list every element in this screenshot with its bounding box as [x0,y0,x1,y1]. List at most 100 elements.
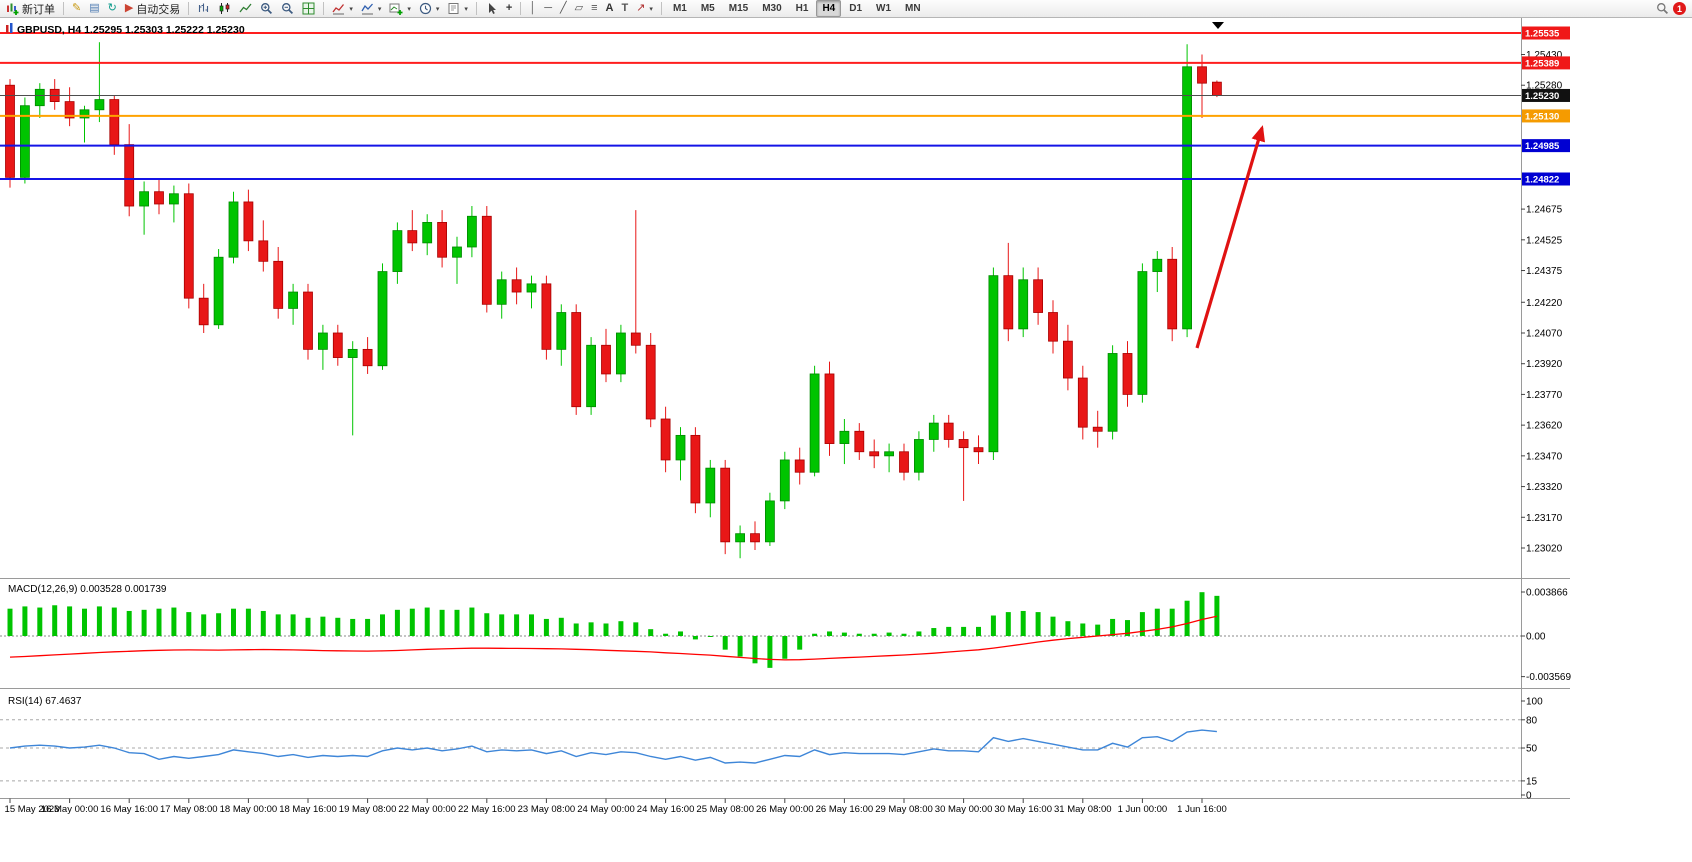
macd-histogram-bar [841,632,847,636]
timeframe-button-m1[interactable]: M1 [672,3,687,14]
candle-body [1137,271,1148,395]
candle-body [1033,279,1043,313]
price-badge-label: 1.24822 [1525,175,1559,186]
auto-trading-button[interactable]: ▶ 自动交易 [122,1,183,17]
price-badge-label: 1.25130 [1525,111,1559,122]
candle-body [973,447,984,453]
candle-body [1077,377,1088,428]
candle-body [303,291,313,350]
chart-title: GBPUSD, H4 1.25295 1.25303 1.25222 1.252… [6,23,245,36]
notification-badge[interactable]: 1 [1673,2,1686,15]
price-tick-label: 1.23920 [1526,359,1563,370]
label-tool-button[interactable]: T [618,1,631,17]
period-button[interactable]: ▾ [416,1,443,17]
chevron-down-icon: ▾ [464,5,468,13]
timeframe-button-h1[interactable]: H1 [795,3,809,14]
fibonacci-tool-button[interactable]: ≡ [588,1,600,17]
price-tick-label: 1.23620 [1526,421,1563,432]
macd-histogram-bar [216,613,222,636]
timeframe-button-m5[interactable]: M5 [700,3,715,14]
date-label: 26 May 16:00 [816,804,874,815]
indicator-list-button[interactable]: ▾ [358,1,385,17]
arrows-tool-button[interactable]: ↗ ▾ [633,1,656,17]
macd-histogram-bar [156,608,162,636]
timeframe-button-d1[interactable]: D1 [849,3,863,14]
candle-body [273,260,284,309]
candlestick-chart-button[interactable] [215,1,234,17]
date-label: 1 Jun 16:00 [1177,804,1227,815]
tile-windows-button[interactable] [299,1,318,17]
candle-body [958,439,969,449]
candle-body [720,467,731,543]
refresh-button[interactable]: ↻ [105,1,120,17]
new-chart-button[interactable]: ▾ [386,1,414,17]
candle-body [452,246,462,258]
vertical-line-tool-button[interactable]: │ [526,1,539,17]
timeframe-button-m15[interactable]: M15 [728,3,749,14]
trendline-tool-button[interactable]: ╱ [557,1,570,17]
market-watch-button[interactable]: ▤ [86,1,102,17]
macd-histogram-bar [350,618,356,636]
new-order-button[interactable]: 新订单 [3,1,58,17]
cursor-button[interactable] [482,1,501,17]
candle-body [288,291,299,309]
metaeditor-button[interactable]: ✎ [69,1,84,17]
candle-body [571,312,582,408]
date-label: 24 May 00:00 [577,804,635,815]
channel-tool-button[interactable]: ▱ [572,1,586,17]
search-button[interactable] [1653,1,1672,17]
macd-histogram-bar [1184,600,1190,636]
candle-body [347,348,358,358]
rsi-axis-label: 0 [1526,791,1532,802]
macd-histogram-bar [409,608,415,636]
timeframe-button-h4[interactable]: H4 [816,0,842,17]
macd-histogram-bar [812,633,818,636]
horizontal-line-tool-button[interactable]: ─ [541,1,555,17]
trendline-icon: ╱ [560,2,567,14]
candle-body [705,467,716,504]
macd-histogram-bar [1035,612,1041,636]
macd-histogram-bar [52,605,58,636]
bar-chart-button[interactable] [194,1,213,17]
macd-label: MACD(12,26,9) 0.003528 0.001739 [8,584,167,595]
macd-signal-line [9,615,1218,661]
trend-arrow[interactable] [1195,125,1266,349]
zoom-out-button[interactable] [278,1,297,17]
line-chart-button[interactable] [236,1,255,17]
timeframe-button-m30[interactable]: M30 [762,3,782,14]
price-axis[interactable]: 1.25430 1.25280 1.24675 1.24525 1.24375 1.242… [1521,50,1563,555]
price-tick-label: 1.25430 [1526,50,1563,61]
crosshair-button[interactable]: + [503,1,515,17]
toolbar-separator [188,2,190,15]
candlestick-chart-icon [219,3,230,14]
zoom-in-button[interactable] [257,1,276,17]
price-badge [1522,88,1570,102]
auto-trading-icon: ▶ [124,2,134,14]
template-button[interactable]: ▾ [444,1,471,17]
candle-body [124,144,135,207]
candle-body [690,434,701,504]
macd-histogram-bar [245,608,251,636]
macd-histogram-bar [514,614,520,636]
candle-body [884,451,894,457]
timeframe-button-mn[interactable]: MN [905,3,921,14]
candle-body [377,271,388,367]
macd-histogram-bar [1125,620,1130,636]
indicators-button[interactable]: ▾ [329,1,356,17]
candle-body [228,201,239,258]
timeframe-button-w1[interactable]: W1 [876,3,892,14]
macd-histogram-bar [1169,608,1175,636]
macd-histogram-bar [976,626,981,636]
line-chart-icon [239,3,252,13]
chart-shift-marker[interactable] [1212,22,1224,29]
candle-body [660,418,671,461]
macd-histogram-bar [827,631,832,636]
fibonacci-icon: ≡ [591,2,598,14]
rsi-axis-label: 100 [1526,697,1543,708]
candle-body [869,451,880,457]
price-tick-label: 1.23470 [1526,451,1563,462]
candle-body [601,344,611,375]
text-tool-button[interactable]: A [603,1,617,17]
